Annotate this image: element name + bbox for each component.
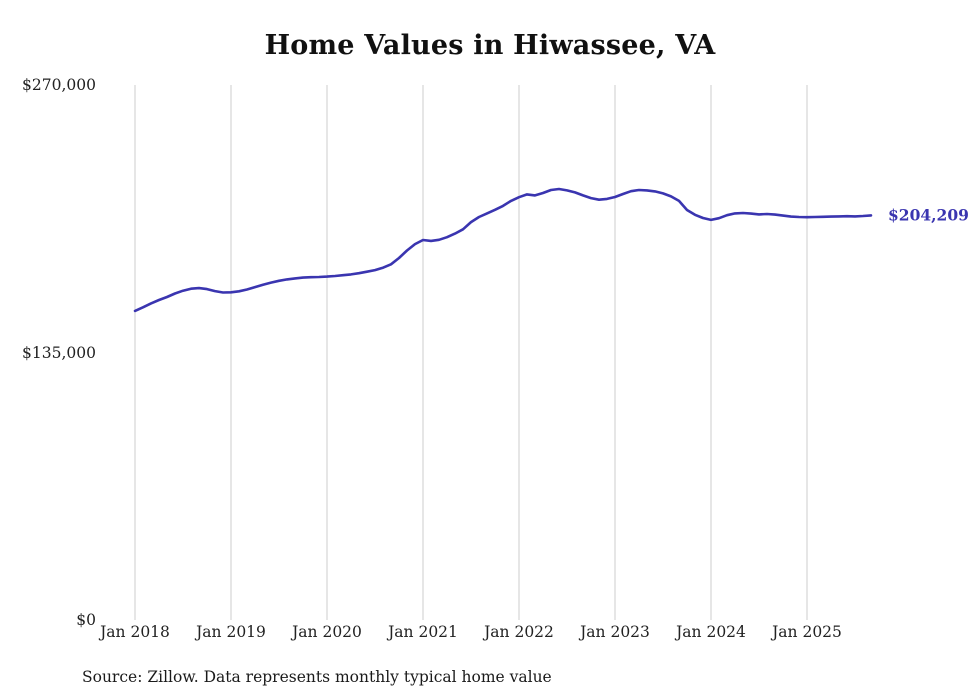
x-axis-tick-label: Jan 2018 — [100, 623, 170, 641]
end-value-label: $204,209 — [888, 205, 969, 225]
x-axis-tick-label: Jan 2022 — [484, 623, 554, 641]
x-axis-tick-label: Jan 2024 — [676, 623, 746, 641]
y-axis-tick-label: $135,000 — [22, 343, 96, 362]
y-axis-tick-label: $270,000 — [22, 76, 96, 94]
x-axis-tick-label: Jan 2023 — [580, 623, 650, 641]
x-axis-tick-label: Jan 2020 — [292, 623, 362, 641]
x-axis-tick-label: Jan 2021 — [388, 623, 458, 641]
source-note: Source: Zillow. Data represents monthly … — [82, 668, 552, 686]
y-axis-tick-label: $0 — [76, 611, 96, 629]
home-value-line — [133, 187, 873, 313]
x-axis-tick-label: Jan 2019 — [196, 623, 266, 641]
chart-title: Home Values in Hiwassee, VA — [264, 30, 716, 61]
x-axis-tick-label: Jan 2025 — [772, 623, 842, 641]
